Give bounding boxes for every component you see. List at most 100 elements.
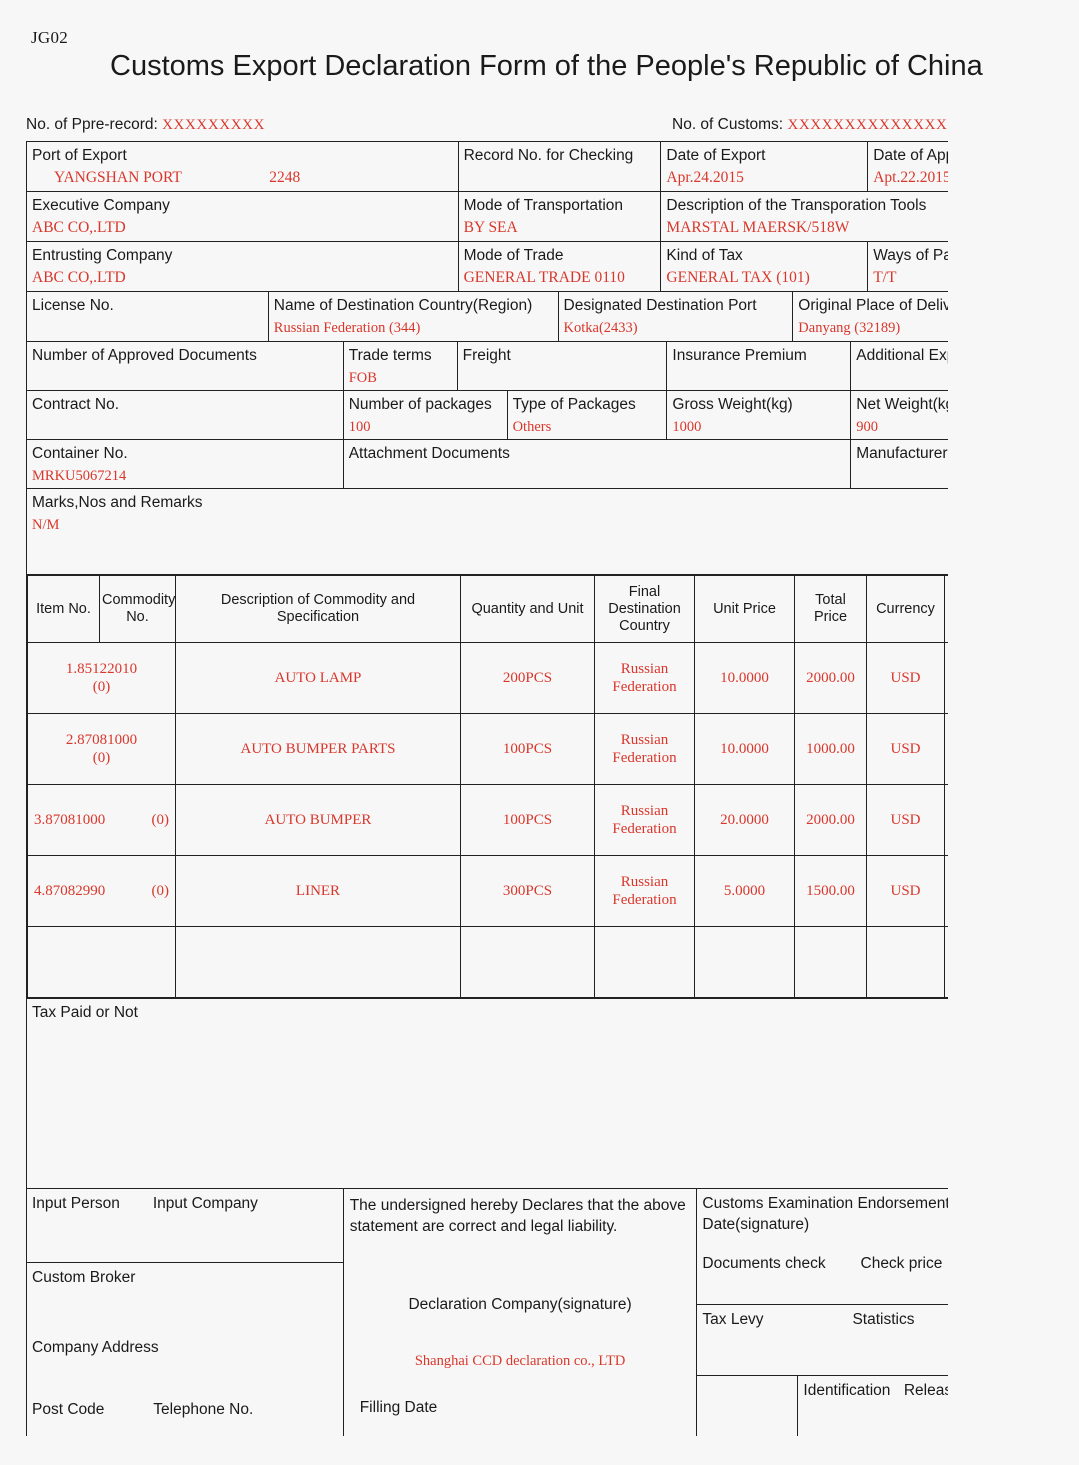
date-of-approval-value: Apt.22.2015 — [873, 169, 948, 186]
item-no-value: 3.87081000 — [34, 812, 106, 828]
number-of-packages-value: 100 — [348, 419, 371, 435]
designated-port-value: Kotka(2433) — [563, 320, 638, 336]
cell-description: AUTO LAMP — [175, 642, 461, 714]
cell-currency: USD — [866, 855, 945, 927]
field-mode-of-trade[interactable]: Mode of Trade GENERAL TRADE 0110 — [459, 242, 662, 291]
commodity-row[interactable]: 2.87081000 (0) AUTO BUMPER PARTS 100PCS Russ… — [27, 713, 948, 785]
custom-broker-block[interactable]: Custom Broker — [27, 1263, 343, 1333]
form-row-footer: Input Person Input Company Custom Broker… — [27, 1189, 948, 1436]
field-designated-port[interactable]: Designated Destination Port Kotka(2433) — [559, 292, 794, 341]
field-manufacturer[interactable]: Manufacturer — [851, 440, 948, 488]
field-additional-expenses[interactable]: Additional Expenses — [851, 342, 948, 390]
field-freight[interactable]: Freight — [458, 342, 668, 390]
cell-unit-price: 5.0000 — [694, 855, 795, 927]
col-header-total-price: Total Price — [794, 575, 867, 643]
commodity-table-wrapper: Item No. Commodity No. Description of Co… — [27, 575, 948, 999]
license-no-label: License No. — [32, 297, 114, 314]
pre-record-number: No. of Ppre-record: XXXXXXXXX — [26, 116, 265, 134]
item-no-value: 1.85122010 — [65, 661, 138, 677]
input-person-block[interactable]: Input Person Input Company — [27, 1189, 343, 1263]
commodity-row[interactable] — [27, 926, 948, 998]
field-entrusting-company[interactable]: Entrusting Company ABC CO,.LTD — [27, 242, 459, 291]
field-marks-remarks[interactable]: Marks,Nos and Remarks N/M — [27, 489, 948, 574]
form-row-contract-weights: Contract No. Number of packages 100 Type… — [27, 391, 948, 440]
commodity-row[interactable]: 1.85122010 (0) AUTO LAMP 200PCS Russian Feder… — [27, 642, 948, 714]
entrusting-company-label: Entrusting Company — [32, 247, 173, 264]
field-ways-of-payment[interactable]: Ways of Payment T/T — [868, 242, 948, 291]
cell-destination-country: Russian Federation — [594, 784, 695, 856]
field-transportation-tools[interactable]: Description of the Transporation Tools M… — [661, 192, 948, 241]
field-mode-of-transportation[interactable]: Mode of Transportation BY SEA — [459, 192, 662, 241]
col-header-currency: Currency — [866, 575, 945, 643]
cell-quantity-unit — [460, 926, 595, 998]
field-insurance-premium[interactable]: Insurance Premium — [667, 342, 852, 390]
cell-spare — [944, 642, 948, 714]
cell-currency: USD — [866, 713, 945, 785]
date-of-approval-label: Date of Approval — [873, 147, 948, 164]
cell-unit-price — [694, 926, 795, 998]
telephone-no-label: Telephone No. — [153, 1401, 254, 1418]
pre-record-label: No. of Ppre-record: — [26, 116, 158, 133]
cell-item-commodity-no: 2.87081000 (0) — [27, 713, 176, 785]
field-container-no[interactable]: Container No. MRKU5067214 — [27, 440, 344, 488]
declaration-statement: The undersigned hereby Declares that the… — [344, 1189, 697, 1237]
field-destination-country[interactable]: Name of Destination Country(Region) Russ… — [269, 292, 559, 341]
marks-remarks-label: Marks,Nos and Remarks — [32, 494, 203, 511]
cell-quantity-unit: 100PCS — [460, 713, 595, 785]
cell-currency: USD — [866, 784, 945, 856]
cell-quantity-unit: 100PCS — [460, 784, 595, 856]
field-original-place[interactable]: Original Place of Delivery Danyang (3218… — [793, 292, 948, 341]
form-row-license-destination: License No. Name of Destination Country(… — [27, 292, 948, 342]
kind-of-tax-label: Kind of Tax — [666, 247, 743, 264]
field-record-no-checking[interactable]: Record No. for Checking — [459, 142, 662, 191]
cell-destination-country: Russian Federation — [594, 713, 695, 785]
col-header-commodity-no: Commodity No. — [99, 575, 176, 643]
col-header-quantity-unit: Quantity and Unit — [460, 575, 595, 643]
field-net-weight[interactable]: Net Weight(kg) 900 — [851, 391, 948, 439]
field-contract-no[interactable]: Contract No. — [27, 391, 344, 439]
container-no-label: Container No. — [32, 445, 128, 462]
cell-item-commodity-no: 1.85122010 (0) — [27, 642, 176, 714]
field-date-of-approval[interactable]: Date of Approval Apt.22.2015 — [868, 142, 948, 191]
transportation-tools-value: MARSTAL MAERSK/518W — [666, 219, 850, 236]
number-of-packages-label: Number of packages — [348, 396, 492, 413]
field-number-of-packages[interactable]: Number of packages 100 — [344, 391, 508, 439]
cell-item-commodity-no — [27, 926, 176, 998]
field-license-no[interactable]: License No. — [27, 292, 269, 341]
field-tax-paid[interactable]: Tax Paid or Not — [27, 999, 948, 1188]
freight-label: Freight — [462, 347, 511, 364]
gross-weight-value: 1000 — [672, 419, 702, 435]
form-row-container-attachment: Container No. MRKU5067214 Attachment Doc… — [27, 440, 948, 489]
postcode-phone-block[interactable]: Post Code Telephone No. — [27, 1395, 343, 1434]
company-address-block[interactable]: Company Address — [27, 1333, 343, 1395]
document-code: JG02 — [31, 28, 69, 47]
ways-of-payment-value: T/T — [873, 269, 897, 286]
tax-levy-statistics-block[interactable]: Tax Levy Statistics — [697, 1305, 948, 1376]
filling-date-label: Filling Date — [359, 1399, 438, 1416]
page-title: Customs Export Declaration Form of the P… — [110, 50, 983, 82]
field-type-of-packages[interactable]: Type of Packages Others — [508, 391, 668, 439]
commodity-row[interactable]: 4.87082990 (0) LINER 300PCS Russian Federatio… — [27, 855, 948, 927]
field-trade-terms[interactable]: Trade terms FOB — [344, 342, 458, 390]
field-date-of-export[interactable]: Date of Export Apr.24.2015 — [661, 142, 869, 191]
field-attachment-documents[interactable]: Attachment Documents — [344, 440, 852, 488]
commodity-table: Item No. Commodity No. Description of Co… — [27, 575, 948, 998]
declaration-statement-line1: The undersigned hereby Declares that the… — [349, 1197, 686, 1214]
check-price-label: Check price — [860, 1255, 943, 1272]
identification-release-labels[interactable]: Identification Release — [798, 1376, 948, 1436]
declaration-company-signature-block[interactable]: Declaration Company(signature) Shanghai … — [344, 1237, 697, 1418]
field-gross-weight[interactable]: Gross Weight(kg) 1000 — [667, 391, 852, 439]
customs-endorsement-block[interactable]: Customs Examination Endorsement Date(sig… — [697, 1189, 948, 1305]
cell-total-price: 1000.00 — [794, 713, 867, 785]
form-row-entrusting-company: Entrusting Company ABC CO,.LTD Mode of T… — [27, 242, 948, 292]
field-executive-company[interactable]: Executive Company ABC CO,.LTD — [27, 192, 459, 241]
field-kind-of-tax[interactable]: Kind of Tax GENERAL TAX (101) — [661, 242, 869, 291]
cell-total-price: 2000.00 — [794, 784, 867, 856]
commodity-row[interactable]: 3.87081000 (0) AUTO BUMPER 100PCS Russian Fed… — [27, 784, 948, 856]
cell-total-price — [794, 926, 867, 998]
identification-release-block: Identification Release — [697, 1376, 948, 1436]
field-approved-documents[interactable]: Number of Approved Documents — [27, 342, 344, 390]
field-port-of-export[interactable]: Port of Export YANGSHAN PORT 2248 — [27, 142, 459, 191]
cell-destination-country: Russian Federation — [594, 855, 695, 927]
cell-description: AUTO BUMPER PARTS — [175, 713, 461, 785]
